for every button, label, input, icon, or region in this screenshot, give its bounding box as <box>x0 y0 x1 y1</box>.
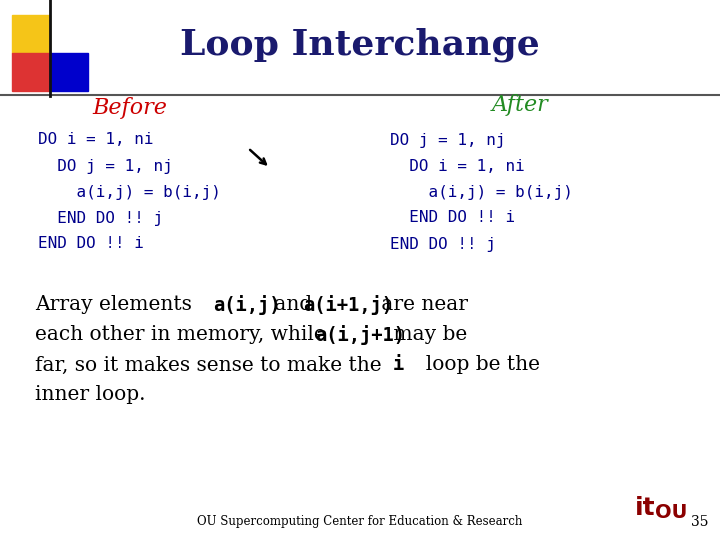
Text: END DO !! i: END DO !! i <box>38 237 144 252</box>
Text: DO j = 1, nj: DO j = 1, nj <box>38 159 173 173</box>
Text: loop be the: loop be the <box>413 355 540 375</box>
Text: END DO !! i: END DO !! i <box>390 211 515 226</box>
Text: 35: 35 <box>691 515 708 529</box>
Text: may be: may be <box>387 326 467 345</box>
Text: far, so it makes sense to make the: far, so it makes sense to make the <box>35 355 388 375</box>
Text: After: After <box>492 94 549 116</box>
Bar <box>12 53 50 91</box>
Text: inner loop.: inner loop. <box>35 386 145 404</box>
Text: END DO !! j: END DO !! j <box>38 211 163 226</box>
Text: each other in memory, while: each other in memory, while <box>35 326 332 345</box>
Text: a(i,j) = b(i,j): a(i,j) = b(i,j) <box>38 185 221 199</box>
Text: DO i = 1, ni: DO i = 1, ni <box>38 132 153 147</box>
Text: a(i,j+1): a(i,j+1) <box>315 325 405 345</box>
Text: Loop Interchange: Loop Interchange <box>180 28 540 62</box>
Text: a(i,j): a(i,j) <box>213 295 281 315</box>
Text: Before: Before <box>93 97 168 119</box>
Text: Array elements: Array elements <box>35 295 198 314</box>
Text: are near: are near <box>375 295 468 314</box>
Text: END DO !! j: END DO !! j <box>390 237 496 252</box>
Text: DO j = 1, nj: DO j = 1, nj <box>390 132 505 147</box>
Bar <box>50 53 88 91</box>
Bar <box>12 15 50 53</box>
Text: it: it <box>635 496 656 520</box>
Text: a(i+1,j): a(i+1,j) <box>303 295 393 315</box>
Text: a(i,j) = b(i,j): a(i,j) = b(i,j) <box>390 185 573 199</box>
Text: OU Supercomputing Center for Education & Research: OU Supercomputing Center for Education &… <box>197 516 523 529</box>
Text: i: i <box>393 355 404 375</box>
Text: and: and <box>268 295 319 314</box>
Text: DO i = 1, ni: DO i = 1, ni <box>390 159 525 173</box>
Text: OU: OU <box>655 503 688 522</box>
